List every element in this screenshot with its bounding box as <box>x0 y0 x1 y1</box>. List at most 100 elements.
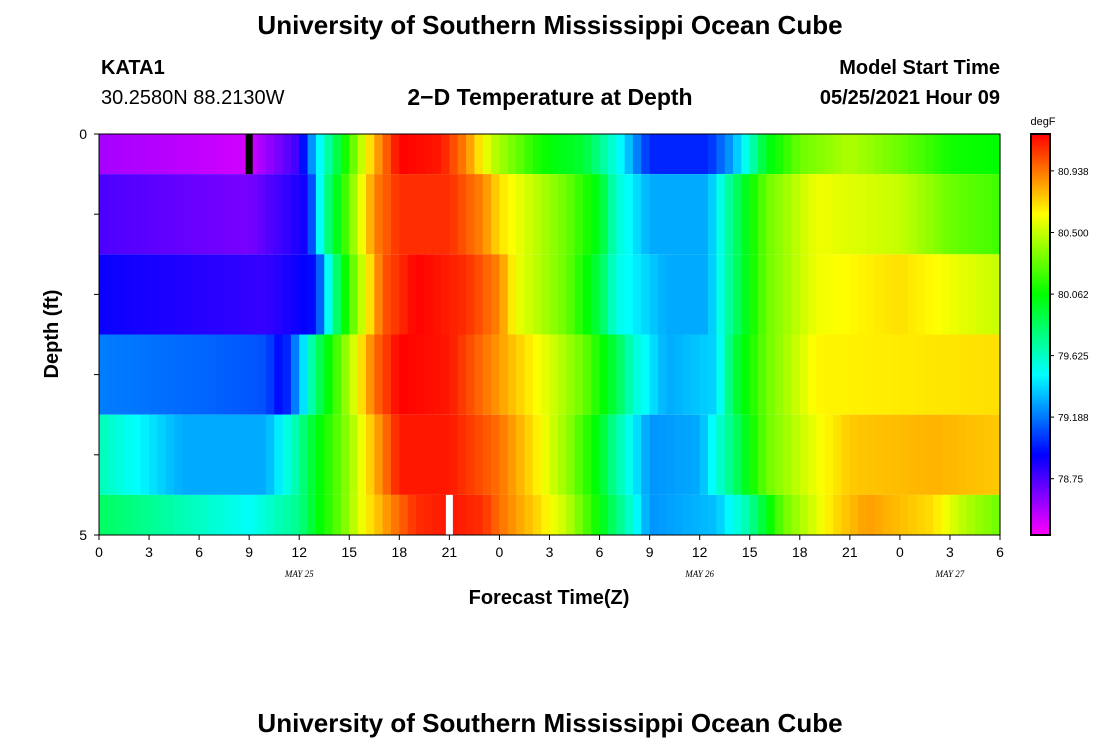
time-markers <box>245 134 453 535</box>
heatmap-cell <box>132 174 142 255</box>
heatmap-cell <box>190 414 200 495</box>
heatmap-cell <box>699 254 709 335</box>
heatmap-cell <box>983 414 993 495</box>
heatmap-cell <box>382 174 392 255</box>
heatmap-cell <box>190 494 200 535</box>
heatmap-cell <box>724 494 734 535</box>
heatmap-cell <box>532 334 542 415</box>
heatmap-cell <box>382 134 392 175</box>
heatmap-cell <box>733 334 742 415</box>
heatmap-cell <box>841 174 851 255</box>
heatmap-cell <box>507 494 517 535</box>
heatmap-cell <box>666 174 676 255</box>
heatmap-cell <box>966 174 976 255</box>
heatmap-cell <box>390 334 400 415</box>
heatmap-cell <box>766 494 776 535</box>
heatmap-cell <box>399 174 409 255</box>
heatmap-cell <box>115 254 125 335</box>
footer-title: University of Southern Mississippi Ocean… <box>257 708 843 738</box>
heatmap-cell <box>99 494 108 535</box>
heatmap-cell <box>507 174 517 255</box>
heatmap-cell <box>991 494 1001 535</box>
heatmap-cell <box>924 254 934 335</box>
heatmap-cell <box>783 174 793 255</box>
heatmap-cell <box>416 334 425 415</box>
heatmap-cell <box>199 414 209 495</box>
heatmap-cell <box>741 334 751 415</box>
heatmap-cell <box>282 174 292 255</box>
heatmap-cell <box>699 174 709 255</box>
heatmap-cell <box>641 494 651 535</box>
x-tick-label: 21 <box>842 544 858 560</box>
heatmap-cell <box>507 414 517 495</box>
heatmap-cell <box>783 254 793 335</box>
heatmap-cell <box>966 414 976 495</box>
heatmap-cell <box>307 414 317 495</box>
heatmap-cell <box>799 334 809 415</box>
heatmap-cell <box>599 334 609 415</box>
heatmap-cell <box>349 134 359 175</box>
heatmap-cell <box>182 254 192 335</box>
heatmap-cell <box>616 134 626 175</box>
heatmap-cell <box>99 174 108 255</box>
heatmap-cell <box>849 334 859 415</box>
heatmap-cell <box>582 494 592 535</box>
heatmap-cell <box>733 174 742 255</box>
heatmap-cell <box>107 254 117 335</box>
heatmap-cell <box>424 174 434 255</box>
heatmap-cell <box>457 334 467 415</box>
heatmap-cell <box>783 414 793 495</box>
heatmap-cell <box>541 334 551 415</box>
colorbar-tick-label: 79.188 <box>1058 413 1089 424</box>
heatmap-cell <box>140 134 150 175</box>
heatmap-cell <box>899 334 909 415</box>
heatmap-cell <box>541 254 551 335</box>
heatmap-cell <box>849 494 859 535</box>
heatmap-cell <box>582 414 592 495</box>
heatmap-cell <box>774 174 784 255</box>
heatmap-cell <box>157 334 167 415</box>
heatmap-cell <box>140 174 150 255</box>
heatmap-cell <box>733 494 742 535</box>
heatmap-cell <box>99 134 108 175</box>
heatmap-cell <box>516 174 526 255</box>
heatmap-cell <box>257 134 267 175</box>
heatmap-cell <box>124 254 133 335</box>
heatmap-cell <box>657 494 667 535</box>
heatmap-cell <box>849 174 859 255</box>
heatmap-cell <box>749 254 759 335</box>
heatmap-cell <box>824 494 834 535</box>
x-axis: 0 3 6 9 12 15 18 21 0 3 6 9 12 15 18 21 0 3 6 MAY 25 MAY 26 M… <box>95 535 1004 579</box>
heatmap-cell <box>766 134 776 175</box>
heatmap-cell <box>541 494 551 535</box>
heatmap-cell <box>199 174 209 255</box>
heatmap-cell <box>257 174 267 255</box>
heatmap-cell <box>883 134 893 175</box>
heatmap-cell <box>666 134 676 175</box>
heatmap-cell <box>432 414 442 495</box>
heatmap-cell <box>858 174 868 255</box>
heatmap-cell <box>616 254 626 335</box>
heatmap-cell <box>290 174 300 255</box>
heatmap-cell <box>849 254 859 335</box>
heatmap-cell <box>441 494 450 535</box>
heatmap-cell <box>724 414 734 495</box>
heatmap-cell <box>290 414 300 495</box>
heatmap-cell <box>841 254 851 335</box>
heatmap-cell <box>432 254 442 335</box>
heatmap-cell <box>958 494 968 535</box>
heatmap-cell <box>157 414 167 495</box>
heatmap-cell <box>482 174 492 255</box>
heatmap-cell <box>649 414 659 495</box>
heatmap-cell <box>207 494 217 535</box>
heatmap-cell <box>357 254 367 335</box>
heatmap-cell <box>808 254 818 335</box>
heatmap-cell <box>916 254 926 335</box>
heatmap-cell <box>199 334 209 415</box>
heatmap-cell <box>774 334 784 415</box>
heatmap-cell <box>874 134 884 175</box>
heatmap-cell <box>824 134 834 175</box>
heatmap-cell <box>215 134 225 175</box>
heatmap-cell <box>157 174 167 255</box>
heatmap-cell <box>441 254 450 335</box>
